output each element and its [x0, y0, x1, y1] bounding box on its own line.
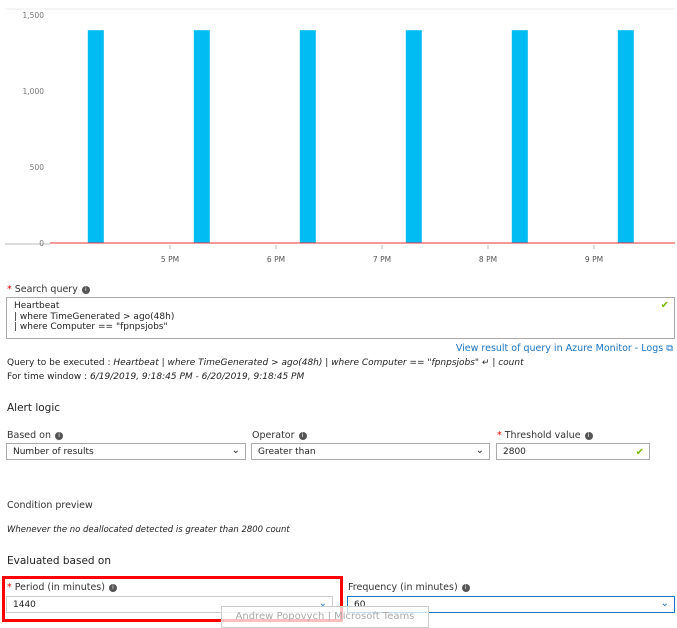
highlight-box [2, 576, 343, 622]
y-tick-label: 0 [39, 239, 44, 248]
frequency-label: Frequency (in minutes) i [348, 582, 470, 593]
period-label: * Period (in minutes) i [7, 582, 117, 593]
bar [511, 30, 528, 244]
chevron-down-icon: ⌄ [318, 598, 327, 609]
search-query-label: * Search query i [7, 284, 90, 295]
condition-preview-heading: Condition preview [7, 500, 93, 511]
threshold-label: * Threshold value i [497, 430, 593, 441]
info-icon: i [461, 583, 470, 592]
check-icon: ✔ [635, 447, 644, 458]
external-link-icon: ⧉ [666, 343, 673, 354]
frequency-select[interactable]: 60 ⌄ [347, 596, 675, 613]
bar [193, 30, 210, 244]
search-query-input[interactable]: Heartbeat | where TimeGenerated > ago(48h… [6, 297, 675, 339]
x-tick-label: 6 PM [267, 255, 285, 264]
x-tick-label: 8 PM [479, 255, 497, 264]
y-tick-label: 1,500 [23, 11, 45, 20]
bar [87, 30, 104, 244]
bar [617, 30, 634, 244]
chevron-down-icon: ⌄ [231, 445, 240, 456]
check-icon: ✔ [660, 300, 669, 311]
view-in-logs-link[interactable]: View result of query in Azure Monitor - … [455, 343, 673, 354]
condition-preview-text: Whenever the no deallocated detected is … [7, 525, 290, 535]
evaluated-heading: Evaluated based on [7, 555, 111, 567]
x-tick-label: 9 PM [585, 255, 603, 264]
x-tick-label: 5 PM [161, 255, 179, 264]
threshold-input[interactable]: 2800 ✔ [496, 443, 650, 460]
operator-label: Operator i [252, 430, 307, 441]
based-on-select[interactable]: Number of results ⌄ [6, 443, 246, 460]
chevron-down-icon: ⌄ [660, 598, 669, 609]
time-window: For time window : 6/19/2019, 9:18:45 PM … [7, 372, 305, 382]
bar [405, 30, 422, 244]
y-tick-label: 1,000 [23, 87, 45, 96]
info-icon: i [55, 431, 64, 440]
operator-select[interactable]: Greater than ⌄ [251, 443, 490, 460]
alert-logic-heading: Alert logic [7, 402, 61, 414]
bar [299, 30, 316, 244]
teams-tooltip: Andrew Popovych | Microsoft Teams [221, 606, 429, 628]
chevron-down-icon: ⌄ [475, 445, 484, 456]
y-tick-label: 500 [30, 163, 45, 172]
info-icon: i [298, 431, 307, 440]
info-icon: i [81, 285, 90, 294]
results-chart: 0 500 1,000 1,500 5 PM 6 PM 7 PM 8 PM 9 PM [5, 8, 675, 264]
based-on-label: Based on i [7, 430, 64, 441]
query-to-execute: Query to be executed : Heartbeat | where… [7, 358, 524, 368]
x-tick-label: 7 PM [373, 255, 391, 264]
info-icon: i [108, 583, 117, 592]
info-icon: i [584, 431, 593, 440]
